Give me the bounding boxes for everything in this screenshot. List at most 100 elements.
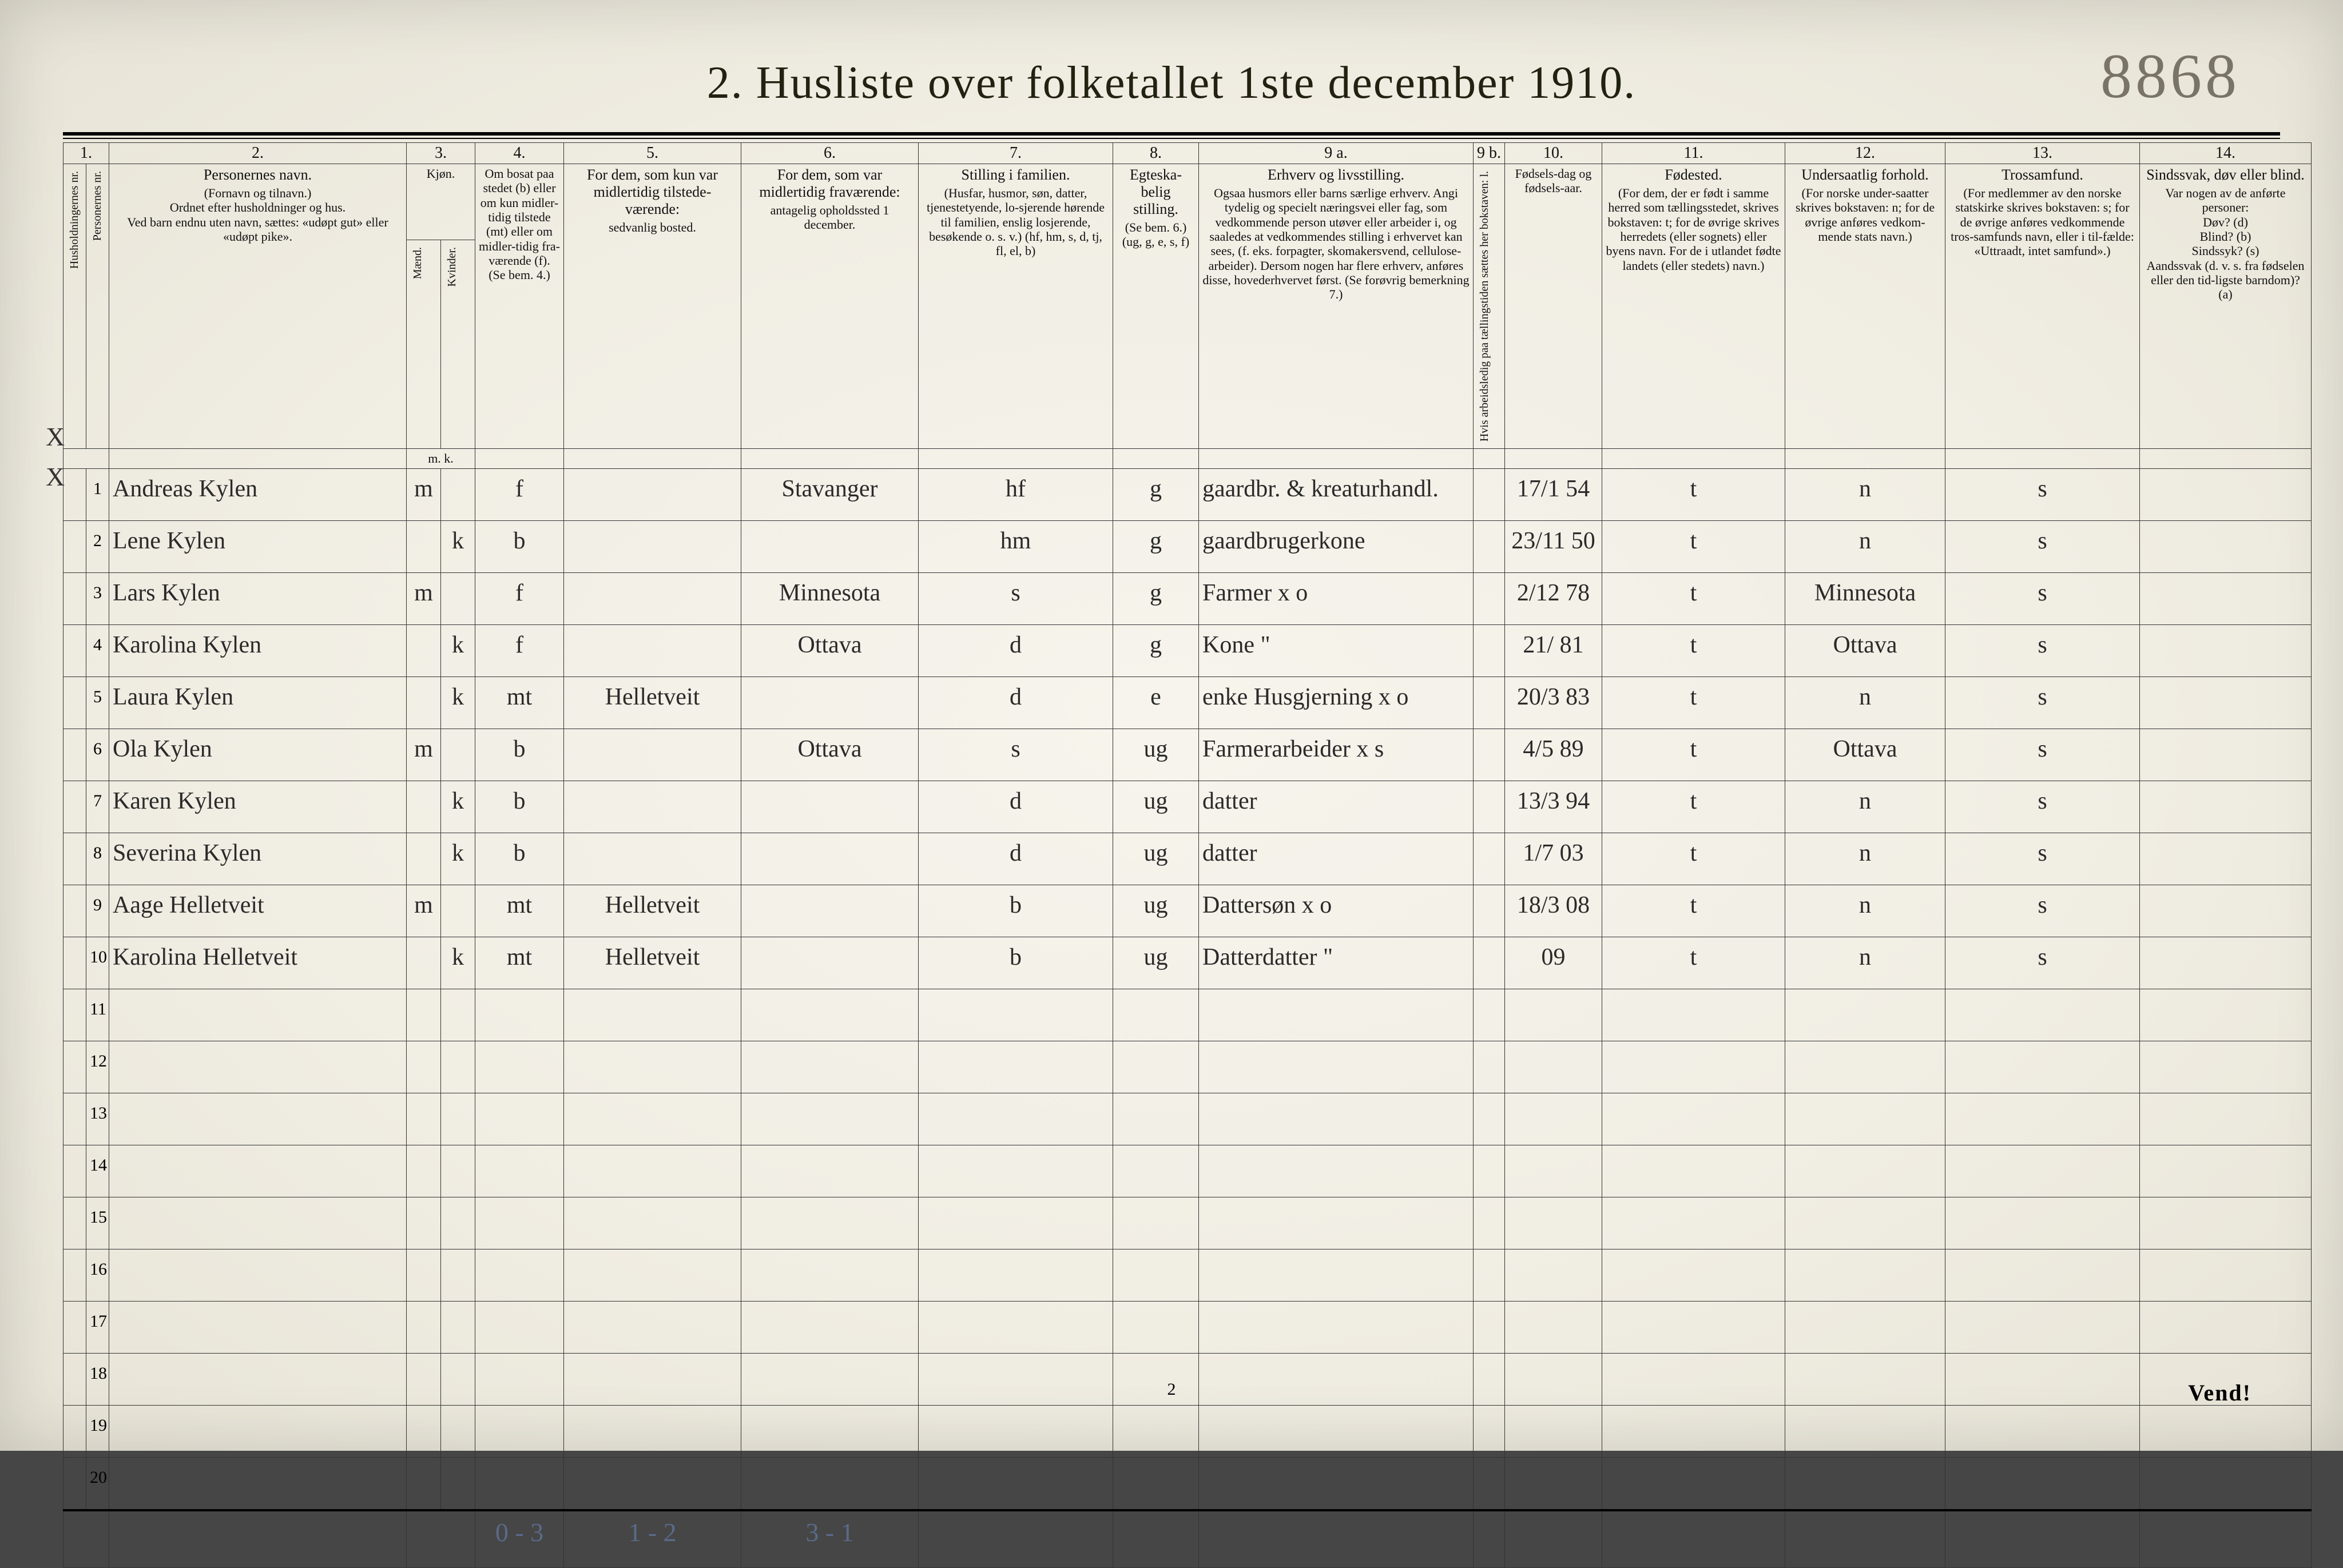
tros-cell: s (1945, 833, 2140, 885)
9b-cell (1474, 468, 1505, 520)
tilstede-cell (564, 729, 741, 781)
hdr-blank2 (109, 449, 407, 468)
egte-cell: g (1113, 572, 1199, 624)
stilling-cell: s (919, 729, 1113, 781)
erhverv-cell: Dattersøn x o (1199, 885, 1474, 937)
tros-cell: s (1945, 937, 2140, 989)
table-row: 3Lars KylenmfMinnesotasgFarmer x o2/12 7… (63, 572, 2312, 624)
egte-cell: g (1113, 520, 1199, 572)
hh-cell (63, 885, 86, 937)
hdr-tilstede: For dem, som kun var midlertidig tilsted… (564, 164, 741, 449)
table-row: 2Lene Kylenkbhmggaardbrugerkone23/11 50t… (63, 520, 2312, 572)
fodsel-cell: 1/7 03 (1505, 833, 1602, 885)
sind-cell (2140, 885, 2312, 937)
frav-cell (741, 676, 919, 729)
vend-label: Vend! (2188, 1379, 2251, 1406)
undersaat-cell: n (1785, 833, 1945, 885)
hdr-blank1 (63, 449, 109, 468)
person-nr: 5 (86, 676, 109, 729)
column-label-row-3: m. k. (63, 449, 2312, 468)
egte-cell: g (1113, 624, 1199, 676)
colnum-6: 6. (741, 143, 919, 164)
person-nr: 13 (86, 1093, 109, 1145)
stilling-cell: hf (919, 468, 1113, 520)
margin-mark: X (46, 461, 65, 492)
hdr-hh: Husholdningernes nr. (63, 164, 86, 449)
name-cell: Lene Kylen (109, 520, 407, 572)
tilstede-cell (564, 833, 741, 885)
tilstede-cell: Helletveit (564, 676, 741, 729)
printed-page-number: 2 (1167, 1380, 1176, 1399)
egte-cell: ug (1113, 833, 1199, 885)
undersaat-cell: n (1785, 468, 1945, 520)
colnum-8: 8. (1113, 143, 1199, 164)
hh-cell (63, 624, 86, 676)
hdr-erhverv: Erhverv og livsstilling. Ogsaa husmors e… (1199, 164, 1474, 449)
hh-cell (63, 676, 86, 729)
sex-k: k (441, 676, 475, 729)
hdr-under: Undersaatlig forhold. (For norske under-… (1785, 164, 1945, 449)
person-nr: 20 (86, 1457, 109, 1510)
margin-mark: X (46, 421, 65, 452)
undersaat-cell: n (1785, 676, 1945, 729)
tilstede-cell (564, 624, 741, 676)
name-cell: Severina Kylen (109, 833, 407, 885)
hh-cell (63, 468, 86, 520)
tros-cell: s (1945, 520, 2140, 572)
fodsel-cell: 13/3 94 (1505, 781, 1602, 833)
stilling-cell: hm (919, 520, 1113, 572)
sex-m (407, 833, 441, 885)
sind-cell (2140, 624, 2312, 676)
undersaat-cell: Minnesota (1785, 572, 1945, 624)
colnum-10: 10. (1505, 143, 1602, 164)
tilstede-cell (564, 781, 741, 833)
hdr-name: Personernes navn. (Fornavn og tilnavn.) … (109, 164, 407, 449)
bosat-cell: f (475, 468, 564, 520)
frav-cell (741, 520, 919, 572)
hh-cell (63, 937, 86, 989)
erhverv-cell: gaardbrugerkone (1199, 520, 1474, 572)
table-row: 5Laura KylenkmtHelletveitdeenke Husgjern… (63, 676, 2312, 729)
9b-cell (1474, 833, 1505, 885)
stilling-cell: d (919, 833, 1113, 885)
hdr-blank11 (1602, 449, 1785, 468)
hdr-mk: m. k. (407, 449, 475, 468)
census-page: 8868 2. Husliste over folketallet 1ste d… (0, 0, 2343, 1451)
colnum-5: 5. (564, 143, 741, 164)
egte-cell: ug (1113, 781, 1199, 833)
undersaat-cell: n (1785, 781, 1945, 833)
sind-cell (2140, 676, 2312, 729)
sex-m (407, 937, 441, 989)
footer-count-6: 3 - 1 (741, 1510, 919, 1568)
name-cell: Andreas Kylen (109, 468, 407, 520)
hdr-blank13 (1945, 449, 2140, 468)
sind-cell (2140, 468, 2312, 520)
bosat-cell: b (475, 520, 564, 572)
hdr-pn: Personernes nr. (86, 164, 109, 449)
hdr-fodsel: Fødsels-dag og fødsels-aar. (1505, 164, 1602, 449)
person-nr: 4 (86, 624, 109, 676)
table-row: 4Karolina KylenkfOttavadgKone "21/ 81tOt… (63, 624, 2312, 676)
name-cell: Lars Kylen (109, 572, 407, 624)
colnum-12: 12. (1785, 143, 1945, 164)
sex-m: m (407, 729, 441, 781)
hdr-sind: Sindssvak, døv eller blind. Var nogen av… (2140, 164, 2312, 449)
sex-k: k (441, 937, 475, 989)
hh-cell (63, 781, 86, 833)
handwritten-page-number: 8868 (2100, 40, 2240, 113)
erhverv-cell: Farmer x o (1199, 572, 1474, 624)
hdr-k: Kvinder. (441, 240, 475, 449)
table-row: 8Severina Kylenkbdugdatter1/7 03tns (63, 833, 2312, 885)
frav-cell (741, 781, 919, 833)
hdr-blank12 (1785, 449, 1945, 468)
undersaat-cell: n (1785, 520, 1945, 572)
person-nr: 2 (86, 520, 109, 572)
person-nr: 8 (86, 833, 109, 885)
hdr-blank3 (475, 449, 564, 468)
stilling-cell: b (919, 937, 1113, 989)
hh-cell (63, 833, 86, 885)
stilling-cell: b (919, 885, 1113, 937)
name-cell: Karolina Helletveit (109, 937, 407, 989)
hdr-bosat: Om bosat paa stedet (b) eller om kun mid… (475, 164, 564, 449)
colnum-3: 3. (407, 143, 475, 164)
